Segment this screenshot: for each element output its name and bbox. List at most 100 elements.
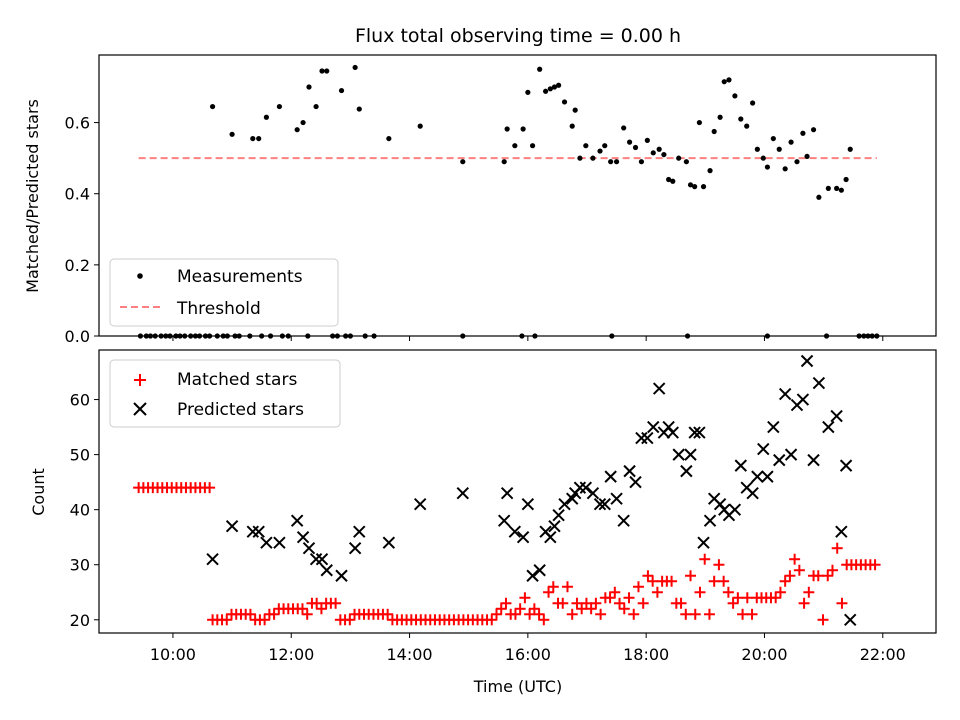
predicted-star-point — [290, 514, 304, 527]
matched-star-point — [737, 608, 749, 620]
predicted-star-point — [761, 470, 774, 483]
matched-star-point — [561, 581, 573, 593]
measurement-point — [590, 155, 596, 161]
predicted-star-point — [335, 569, 348, 582]
predicted-star-point — [548, 519, 561, 533]
matched-star-point — [576, 603, 588, 615]
matched-star-point — [812, 570, 824, 582]
predicted-star-point — [703, 514, 717, 527]
matched-star-point — [547, 581, 559, 593]
matched-star-point — [538, 614, 550, 626]
measurement-point — [788, 139, 794, 145]
measurement-point — [386, 135, 392, 142]
bottom-legend-box — [109, 359, 341, 428]
measurement-point — [313, 103, 319, 110]
matched-star-point — [822, 570, 834, 582]
matched-star-point — [500, 597, 512, 609]
predicted-star-point — [348, 542, 362, 555]
predicted-star-point — [544, 530, 557, 544]
predicted-star-point — [579, 481, 593, 494]
top-plot-area — [137, 64, 880, 339]
matched-star-point — [831, 542, 843, 554]
top-x-axis — [172, 336, 884, 341]
measurement-point — [656, 146, 662, 152]
measurement-point — [597, 148, 603, 154]
measurement-point — [229, 131, 235, 137]
matched-star-point — [614, 597, 626, 609]
measurement-point — [338, 87, 345, 94]
measurement-point — [744, 123, 750, 129]
predicted-star-point — [521, 497, 535, 511]
matched-star-point — [609, 586, 621, 598]
matched-star-point — [732, 592, 744, 604]
measurement-point — [804, 153, 810, 159]
predicted-star-point — [734, 459, 748, 472]
measurement-point — [717, 114, 723, 120]
bottom-y-tick-label: 40 — [70, 501, 90, 520]
predicted-star-point — [273, 536, 286, 549]
matched-star-point — [637, 597, 649, 609]
measurement-point — [561, 99, 568, 105]
measurement-point — [250, 135, 256, 142]
measurement-point — [583, 143, 589, 149]
matched-star-point — [722, 586, 734, 598]
measurement-point — [626, 139, 633, 145]
matched-star-point — [204, 482, 216, 494]
top-y-axis-label: Matched/Predicted stars — [23, 99, 42, 293]
matched-star-point — [623, 592, 635, 604]
measurement-point — [776, 146, 782, 152]
legend-predicted-marker — [133, 402, 147, 416]
measurement-point — [794, 159, 800, 165]
bottom-y-axis-label: Count — [29, 468, 48, 516]
predicted-star-point — [225, 519, 239, 533]
predicted-star-point — [684, 448, 697, 461]
measurement-point — [666, 176, 672, 183]
measurement-point — [537, 66, 543, 72]
measurement-point — [750, 100, 756, 106]
measurement-point — [263, 114, 269, 120]
top-legend-box — [109, 258, 339, 327]
measurement-point — [692, 184, 698, 190]
measurement-point — [650, 150, 656, 156]
matched-star-point — [708, 575, 720, 587]
measurement-point — [676, 155, 682, 161]
matched-star-point — [642, 570, 654, 582]
measurement-point — [356, 106, 362, 112]
measurement-point — [572, 107, 578, 113]
measurement-point — [542, 88, 549, 94]
top-y-tick-label: 0.2 — [65, 256, 90, 275]
predicted-star-point — [260, 536, 273, 549]
matched-star-point — [632, 581, 644, 593]
bottom-x-tick-label: 16:00 — [505, 645, 551, 664]
bottom-x-tick-label: 14:00 — [386, 645, 432, 664]
predicted-star-point — [693, 426, 706, 439]
predicted-star-point — [497, 514, 511, 527]
matched-star-point — [685, 570, 697, 582]
predicted-star-point — [573, 481, 587, 494]
measurement-point — [602, 143, 608, 149]
predicted-star-point — [629, 475, 642, 489]
predicted-star-point — [586, 486, 600, 500]
top-y-tick-label: 0.4 — [65, 185, 90, 204]
predicted-star-point — [604, 470, 617, 483]
measurement-point — [670, 178, 676, 184]
measurement-point — [661, 151, 667, 158]
predicted-star-point — [778, 387, 792, 401]
top-y-tick-label: 0.0 — [65, 327, 90, 346]
predicted-star-point — [302, 542, 316, 555]
measurement-point — [460, 159, 466, 165]
predicted-star-point — [844, 613, 857, 626]
measurement-point — [276, 103, 283, 110]
predicted-star-point — [697, 536, 710, 549]
measurement-point — [632, 144, 639, 151]
measurement-point — [721, 79, 727, 85]
predicted-star-point — [835, 525, 848, 538]
measurement-point — [707, 168, 713, 174]
matched-star-point — [779, 575, 791, 587]
matched-star-point — [680, 608, 692, 620]
measurement-point — [504, 126, 510, 132]
measurement-point — [352, 64, 358, 71]
matched-star-point — [566, 608, 578, 620]
matched-star-point — [524, 608, 536, 620]
matched-star-point — [590, 597, 602, 609]
